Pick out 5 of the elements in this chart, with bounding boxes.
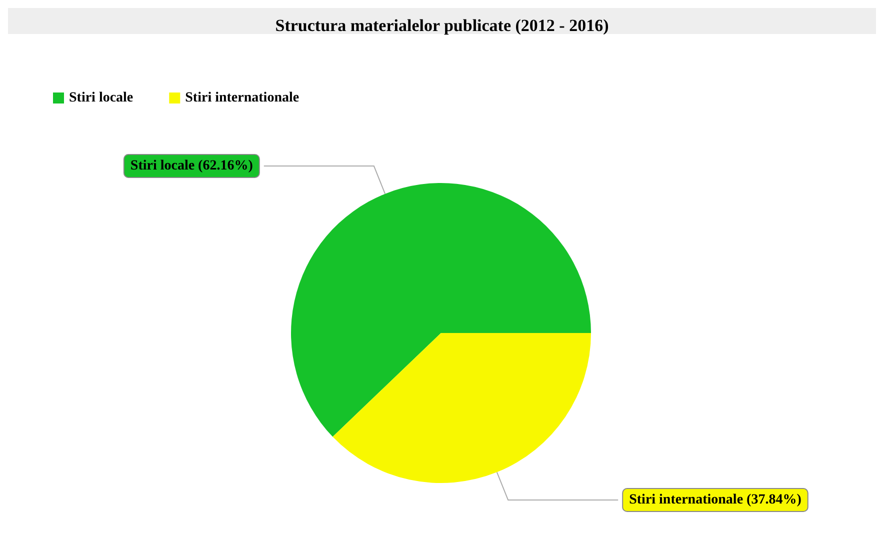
data-label: Stiri internationale (37.84%) (629, 492, 802, 508)
legend-label: Stiri locale (69, 90, 134, 106)
chart-title: Structura materialelor publicate (2012 - 2016) (275, 16, 609, 35)
data-label: Stiri locale (62.16%) (130, 158, 254, 174)
legend-label: Stiri internationale (185, 90, 300, 106)
